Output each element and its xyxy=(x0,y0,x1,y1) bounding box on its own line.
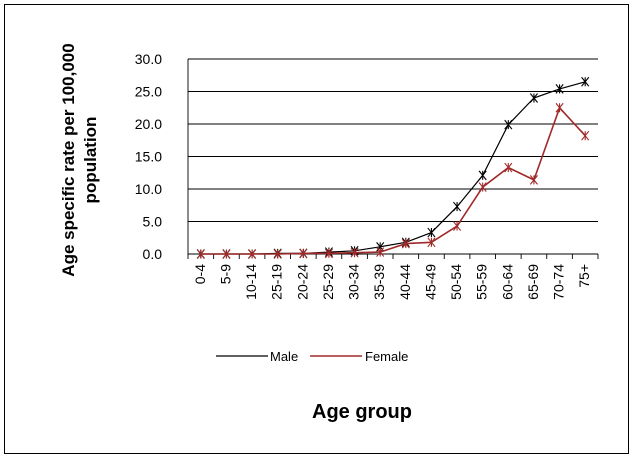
y-tick-label: 25.0 xyxy=(135,84,162,100)
x-tick-label: 25-29 xyxy=(320,264,336,300)
line-chart: 30.0 25.0 20.0 15.0 10.0 5.0 0.0 0-4 5-9 10-14 25… xyxy=(0,0,634,438)
x-tick-label: 10-14 xyxy=(243,264,259,300)
legend: Male Female xyxy=(216,349,408,364)
x-tick-label: 65-69 xyxy=(525,264,541,300)
x-tick-label: 25-19 xyxy=(269,264,285,300)
gridlines xyxy=(188,59,598,259)
x-tick-labels: 0-4 5-9 10-14 25-19 20-24 25-29 30-34 35-39 40-4… xyxy=(192,264,592,300)
series-layer xyxy=(197,77,589,258)
series-line-male xyxy=(201,82,585,254)
x-tick-label: 5-9 xyxy=(217,264,233,284)
x-tick-label: 20-24 xyxy=(294,264,310,300)
x-tick-label: 70-74 xyxy=(551,264,567,300)
y-tick-label: 15.0 xyxy=(135,149,162,165)
data-point-male xyxy=(428,228,435,237)
x-tick-label: 60-64 xyxy=(499,264,515,300)
legend-label-male: Male xyxy=(270,349,298,364)
x-tick-label: 40-44 xyxy=(397,264,413,300)
data-point-female xyxy=(530,175,537,184)
data-point-female xyxy=(556,103,563,112)
y-tick-label: 20.0 xyxy=(135,116,162,132)
legend-label-female: Female xyxy=(365,349,408,364)
x-tick-label: 50-54 xyxy=(448,264,464,300)
data-point-male xyxy=(556,84,563,93)
y-tick-labels: 30.0 25.0 20.0 15.0 10.0 5.0 0.0 xyxy=(135,51,162,262)
x-axis-title: Age group xyxy=(312,401,412,423)
data-point-female xyxy=(505,163,512,172)
y-tick-label: 5.0 xyxy=(143,214,163,230)
y-axis-title-line-1: Age specific rate per 100,000 xyxy=(59,43,78,276)
y-tick-label: 10.0 xyxy=(135,181,162,197)
data-point-male xyxy=(582,77,589,86)
x-tick-label: 35-39 xyxy=(371,264,387,300)
series-line-female xyxy=(201,108,585,254)
data-point-female xyxy=(453,222,460,231)
x-tick-label: 55-59 xyxy=(474,264,490,300)
data-point-female xyxy=(582,131,589,140)
data-point-male xyxy=(530,94,537,103)
x-tick-label: 0-4 xyxy=(192,264,208,284)
data-point-male xyxy=(479,171,486,180)
y-tick-label: 0.0 xyxy=(143,246,163,262)
series-male xyxy=(197,77,589,258)
y-tick-label: 30.0 xyxy=(135,51,162,67)
data-point-male xyxy=(505,120,512,129)
y-axis-title-line-2: population xyxy=(81,117,100,204)
x-tick-label: 45-49 xyxy=(422,264,438,300)
x-tick-label: 30-34 xyxy=(346,264,362,300)
x-tick-label: 75+ xyxy=(576,264,592,288)
series-female xyxy=(197,103,589,258)
data-point-female xyxy=(479,183,486,192)
data-point-male xyxy=(453,202,460,211)
